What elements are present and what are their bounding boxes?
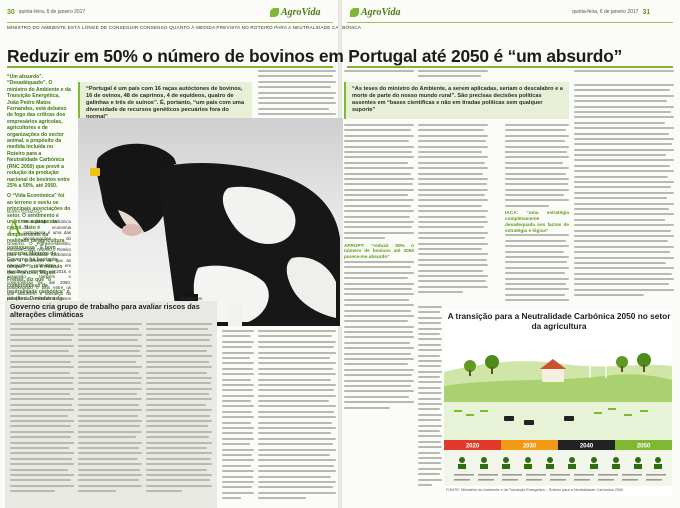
icons-panel <box>444 450 672 486</box>
left-logo: AgroVida <box>270 3 320 21</box>
top-rule-left <box>7 22 333 23</box>
headline-rule-right <box>347 66 673 68</box>
publication-logo-right: AgroVida <box>361 6 401 18</box>
cow-illustration <box>78 118 343 326</box>
body-column-2-bottom <box>222 330 254 504</box>
dropcap-text: neutralidade carbónica da economia portu… <box>7 219 71 318</box>
right-column-2-top <box>418 70 488 82</box>
timeline-segment-2030 <box>501 440 558 450</box>
author-signature: MARIA GONZAGA <box>7 209 43 214</box>
chart-source: FONTE: Ministério do Ambiente e da Trans… <box>446 488 624 492</box>
page-date-right: quinta-feira, 6 de janeiro 2017 <box>572 9 639 15</box>
page-number-left: 30 <box>7 8 15 16</box>
chart-title: A transição para a Neutralidade Carbónic… <box>447 311 671 331</box>
right-column-4-top <box>574 70 674 80</box>
timeline-segment-2050 <box>615 440 672 450</box>
right-column-1: APROPT: “reduzir 50% o número de bovinos… <box>344 124 414 504</box>
timeline-segment-2020 <box>444 440 501 450</box>
top-rule-right <box>347 22 673 23</box>
timeline-label-2020: 2020 <box>466 443 480 449</box>
leaf-icon <box>350 7 359 17</box>
timeline-label-2050: 2050 <box>637 443 651 449</box>
dropcap-paragraph: A neutralidade carbónica da economia por… <box>7 217 71 318</box>
subhead-apropt: APROPT: “reduzir 50% o número de bovinos… <box>344 242 414 260</box>
right-column-2 <box>418 124 488 304</box>
timeline-segment-2040 <box>558 440 615 450</box>
right-column-2-bottom <box>418 306 442 502</box>
timeline-bar: 2020 2030 2040 2050 <box>444 440 672 450</box>
body-column-3-bottom <box>258 330 336 504</box>
headline-rule-left <box>7 66 333 68</box>
page-number-right: 31 <box>642 8 651 16</box>
left-page: 30 quinta-feira, 6 de janeiro 2017 AgroV… <box>7 3 361 30</box>
page-date-left: quinta-feira, 6 de janeiro 2017 <box>18 9 86 15</box>
dropcap-letter: A <box>7 217 22 239</box>
right-logo: AgroVida <box>350 3 400 21</box>
intro-paragraph-1: “Um absurdo”. “Desadéquado”. O ministro … <box>7 74 71 189</box>
sidebar-box-title: Governo cria grupo de trabalho para aval… <box>10 302 200 320</box>
pull-quote-right: “As teses do ministro do Ambiente, a ser… <box>344 82 569 119</box>
section-label: MINISTRO DO AMBIENTE ESTÁ LONGE DE CONSE… <box>7 25 362 30</box>
right-column-1-top <box>344 70 414 78</box>
transition-chart: 2020 2030 2040 2050 <box>444 332 672 486</box>
pull-quote-left: “Portugal é um país com 16 raças autócto… <box>78 82 252 120</box>
box-column-1 <box>10 323 74 503</box>
right-column-3: IACA: “uma estratégia completamente desa… <box>505 124 569 304</box>
right-column-4 <box>574 84 674 308</box>
cow-photo <box>78 118 343 326</box>
headline: Reduzir em 50% o número de bovinos em Po… <box>7 46 623 66</box>
left-page-runner: 30 quinta-feira, 6 de janeiro 2017 <box>7 3 89 21</box>
right-page: AgroVida quinta-feira, 6 de janeiro 2017… <box>340 0 680 508</box>
timeline-label-2030: 2030 <box>523 443 537 449</box>
box-column-3 <box>146 323 212 503</box>
timeline-label-2040: 2040 <box>580 443 594 449</box>
right-page-runner: quinta-feira, 6 de janeiro 2017 31 <box>568 3 650 21</box>
leaf-icon <box>270 7 279 17</box>
box-column-2 <box>78 323 142 503</box>
publication-logo-left: AgroVida <box>281 6 321 18</box>
subhead-iaca: IACA: “uma estratégia completamente desa… <box>505 210 569 233</box>
